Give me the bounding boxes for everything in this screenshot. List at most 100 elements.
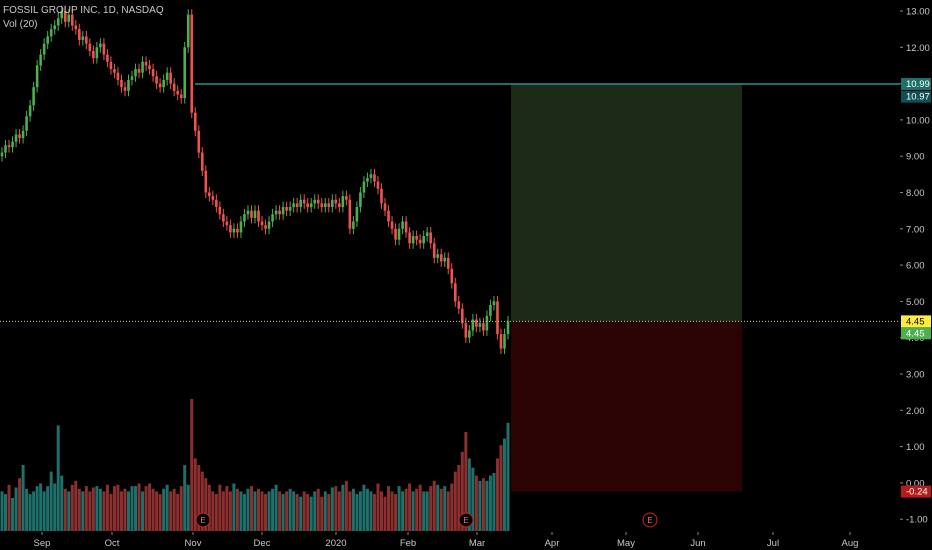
candle	[373, 168, 376, 188]
volume-bar	[288, 488, 292, 531]
volume-bar	[383, 496, 387, 531]
svg-text:10.97: 10.97	[906, 92, 930, 103]
volume-bar	[144, 486, 148, 531]
candle	[162, 74, 165, 93]
candle	[496, 295, 499, 340]
time-axis[interactable]: Sep Oct Nov Dec 2020 Feb Mar Apr May Jun Jul Aug	[34, 532, 859, 549]
volume-bar	[362, 484, 366, 531]
volume-bar	[162, 488, 166, 531]
candle	[25, 110, 28, 137]
candles	[0, 5, 510, 355]
target-zone[interactable]	[511, 83, 742, 322]
volume-bar	[158, 494, 162, 531]
candle	[331, 194, 334, 213]
candle	[155, 70, 158, 90]
candle	[352, 216, 355, 235]
volume-bars	[0, 399, 510, 531]
volume-bar	[84, 486, 88, 531]
chart-legend: FOSSIL GROUP INC, 1D, NASDAQ Vol (20)	[3, 4, 164, 32]
svg-text:-0.24: -0.24	[906, 487, 928, 498]
volume-bar	[267, 491, 271, 531]
x-tick-label: 2020	[325, 538, 346, 549]
candle	[215, 194, 218, 213]
candle	[345, 190, 348, 206]
candle	[211, 190, 215, 206]
candle	[232, 223, 236, 238]
candle	[295, 197, 299, 213]
volume-bar	[169, 491, 173, 531]
candle	[425, 226, 429, 242]
candle	[222, 208, 225, 227]
volume-bar	[21, 465, 25, 531]
volume-bar	[49, 471, 53, 531]
volume-bar	[457, 465, 461, 531]
candle	[264, 219, 267, 235]
x-tick-label: Sep	[34, 538, 51, 549]
volume-bar	[221, 491, 225, 531]
candle	[468, 324, 471, 344]
earnings-marker[interactable]: E	[458, 512, 474, 528]
candle	[306, 197, 310, 213]
candle	[439, 248, 443, 267]
volume-bar	[60, 475, 64, 531]
volume-bar	[179, 486, 183, 531]
candle	[130, 70, 134, 86]
volume-bar	[372, 494, 376, 531]
svg-text:4.45: 4.45	[906, 316, 925, 327]
candle	[278, 205, 281, 220]
candle	[190, 9, 194, 119]
candle	[271, 208, 274, 227]
candle	[176, 85, 179, 100]
candle	[302, 194, 306, 209]
price-label-close: 4.45	[901, 327, 931, 340]
candle	[4, 139, 7, 159]
volume-bar	[292, 491, 296, 531]
volume-bar	[492, 472, 496, 531]
candle	[327, 197, 331, 213]
candle	[11, 136, 14, 153]
candle	[200, 147, 204, 177]
candle	[35, 60, 39, 93]
volume-bar	[74, 480, 78, 531]
candle	[485, 310, 489, 336]
candle	[492, 295, 496, 311]
horizontal-lines[interactable]	[0, 83, 900, 322]
volume-bar	[334, 486, 338, 531]
candle	[355, 201, 359, 227]
candle	[292, 197, 295, 213]
candle	[102, 38, 106, 61]
y-tick-label: 3.00	[906, 370, 925, 381]
volume-bar	[432, 480, 436, 531]
volume-bar	[394, 494, 398, 531]
volume-bar	[193, 458, 197, 531]
volume-bar	[453, 471, 457, 531]
candle	[461, 303, 464, 329]
position-tool[interactable]	[511, 83, 742, 492]
volume-bar	[183, 465, 187, 531]
candle	[92, 45, 95, 64]
volume-bar	[271, 488, 275, 531]
candle	[323, 197, 327, 213]
candle	[475, 314, 478, 333]
volume-bar	[151, 488, 155, 531]
volume-indicator-label[interactable]: Vol (20)	[3, 19, 38, 30]
earnings-marker[interactable]: E	[642, 512, 658, 528]
volume-bar	[98, 488, 102, 531]
symbol-title[interactable]: FOSSIL GROUP INC, 1D, NASDAQ	[3, 5, 164, 16]
candle	[401, 216, 404, 235]
x-tick-label: Jul	[767, 538, 779, 549]
volume-bar	[390, 491, 394, 531]
volume-bar	[474, 475, 478, 531]
stop-zone[interactable]	[511, 321, 742, 492]
candle	[172, 78, 176, 97]
candle	[141, 56, 144, 79]
earnings-marker[interactable]: E	[195, 512, 211, 528]
candle	[316, 194, 320, 209]
candle	[489, 299, 492, 322]
candle	[320, 197, 324, 213]
candle	[85, 30, 88, 50]
volume-bar	[81, 491, 85, 531]
candle	[49, 23, 53, 42]
